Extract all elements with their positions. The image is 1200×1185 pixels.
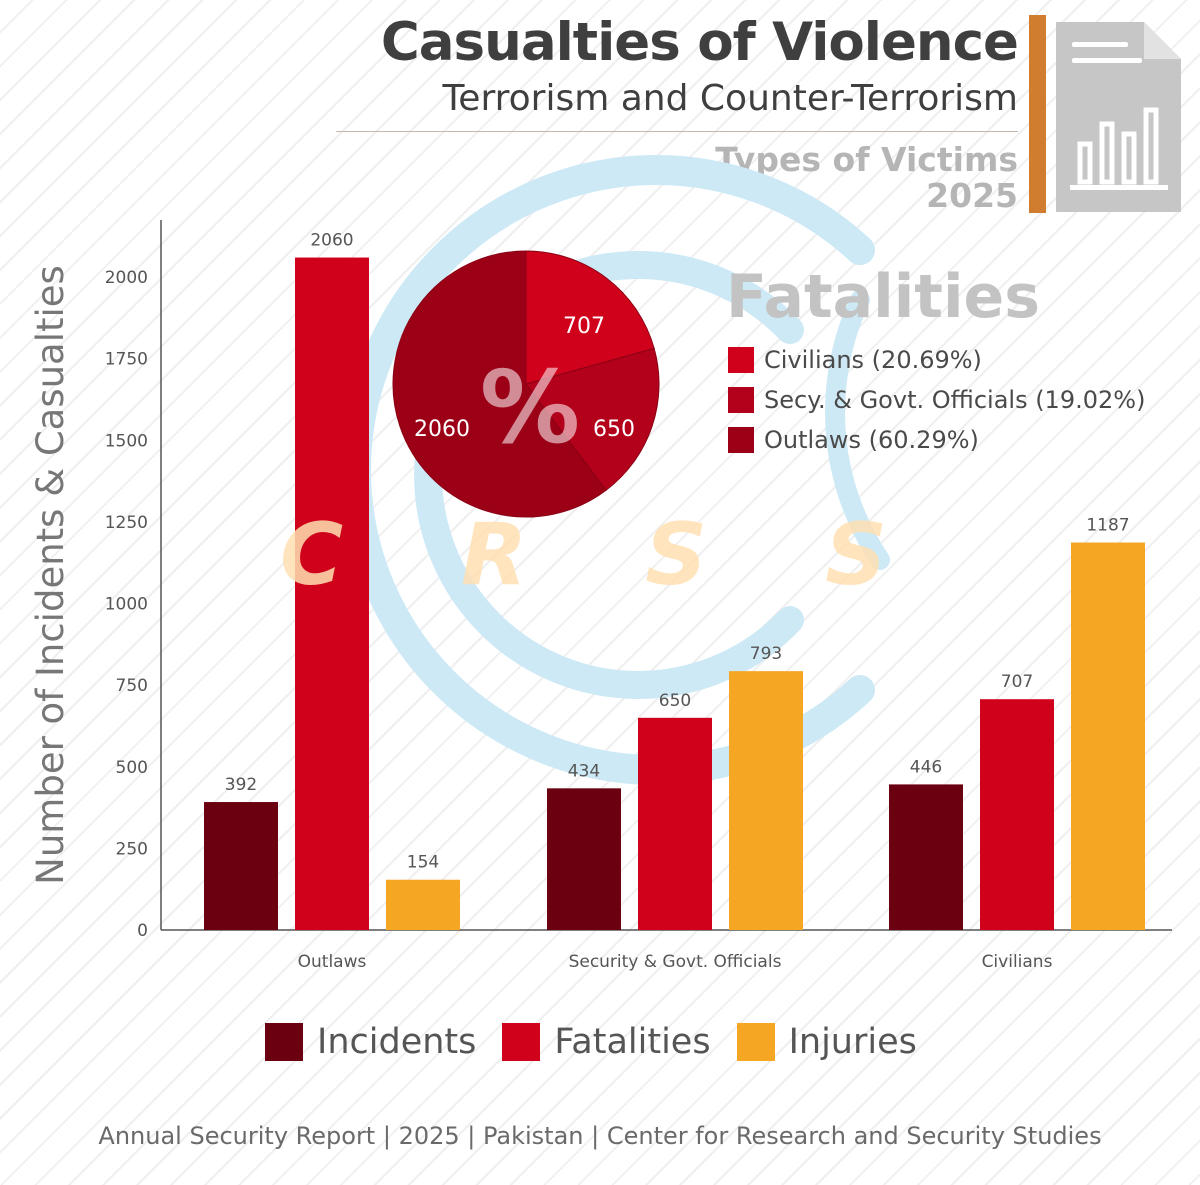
bar-value-label: 707 [1001, 672, 1033, 692]
y-tick-label: 2000 [105, 268, 148, 288]
pie-slice [392, 250, 607, 518]
pie-legend-item-outlaws: Outlaws (60.29%) [728, 420, 1145, 460]
legend-label: Civilians (20.69%) [764, 346, 982, 374]
legend-label: Outlaws (60.29%) [764, 426, 979, 454]
legend-swatch [728, 427, 754, 453]
title-divider [336, 131, 1018, 132]
bar-fatalities [638, 717, 712, 930]
x-category-label: Outlaws [298, 952, 367, 972]
bar-fatalities [295, 257, 369, 930]
bar-value-label: 2060 [310, 231, 353, 251]
bar-value-label: 793 [750, 644, 782, 664]
legend-swatch [265, 1023, 303, 1061]
pie-title: Fatalities [726, 262, 1040, 332]
document-bar-chart-icon [1056, 22, 1181, 212]
bar-value-label: 434 [568, 761, 600, 781]
legend-label: Injuries [788, 1022, 917, 1062]
bar-injuries [386, 879, 460, 930]
bar-legend: Incidents Fatalities Injuries [265, 1022, 943, 1062]
year-label: 2025 [926, 176, 1018, 215]
legend-item-incidents: Incidents [265, 1022, 476, 1062]
x-category-label: Security & Govt. Officials [569, 952, 782, 972]
bar-injuries [729, 671, 803, 930]
y-tick-label: 1250 [105, 513, 148, 533]
y-axis-title: Number of Incidents & Casualties [29, 265, 72, 885]
legend-label: Fatalities [554, 1022, 711, 1062]
legend-swatch [728, 387, 754, 413]
bar-incidents [889, 784, 963, 930]
legend-label: Secy. & Govt. Officials (19.02%) [764, 386, 1146, 414]
pie-legend: Civilians (20.69%) Secy. & Govt. Officia… [728, 340, 1145, 460]
bar-value-label: 392 [225, 775, 257, 795]
bar-value-label: 650 [659, 691, 691, 711]
y-tick-label: 750 [116, 676, 148, 696]
pie-slice-label: 650 [593, 417, 635, 442]
chart-subtitle: Terrorism and Counter-Terrorism [442, 78, 1018, 119]
y-tick-label: 1750 [105, 350, 148, 370]
pie-slice-label: 707 [563, 314, 605, 339]
crss-watermark: C R S S [280, 505, 932, 605]
y-tick-label: 1500 [105, 431, 148, 451]
pie-legend-item-civilians: Civilians (20.69%) [728, 340, 1145, 380]
bar-incidents [204, 802, 278, 930]
pie-slice [525, 250, 655, 385]
legend-swatch [728, 347, 754, 373]
pie-center-label: % [480, 349, 580, 466]
bar-value-label: 1187 [1086, 516, 1129, 536]
pie-slice-label: 2060 [414, 417, 470, 442]
x-category-label: Civilians [982, 952, 1053, 972]
y-tick-label: 0 [137, 921, 148, 941]
accent-bar [1029, 15, 1046, 213]
footer-credit: Annual Security Report | 2025 | Pakistan… [98, 1122, 1102, 1150]
bar-fatalities [980, 699, 1054, 930]
y-tick-label: 500 [116, 758, 148, 778]
victims-label: Types of Victims [715, 140, 1018, 179]
legend-item-injuries: Injuries [736, 1022, 917, 1062]
bar-injuries [1071, 542, 1145, 930]
pie-legend-item-security: Secy. & Govt. Officials (19.02%) [728, 380, 1145, 420]
pie-slice [525, 347, 660, 491]
legend-swatch [736, 1023, 775, 1061]
legend-item-fatalities: Fatalities [502, 1022, 711, 1062]
y-tick-label: 250 [116, 839, 148, 859]
chart-title: Casualties of Violence [380, 12, 1019, 73]
y-tick-label: 1000 [105, 595, 148, 615]
bar-incidents [547, 788, 621, 930]
bar-value-label: 154 [407, 853, 439, 873]
bar-value-label: 446 [910, 757, 942, 777]
legend-label: Incidents [317, 1022, 477, 1062]
legend-swatch [502, 1023, 541, 1061]
